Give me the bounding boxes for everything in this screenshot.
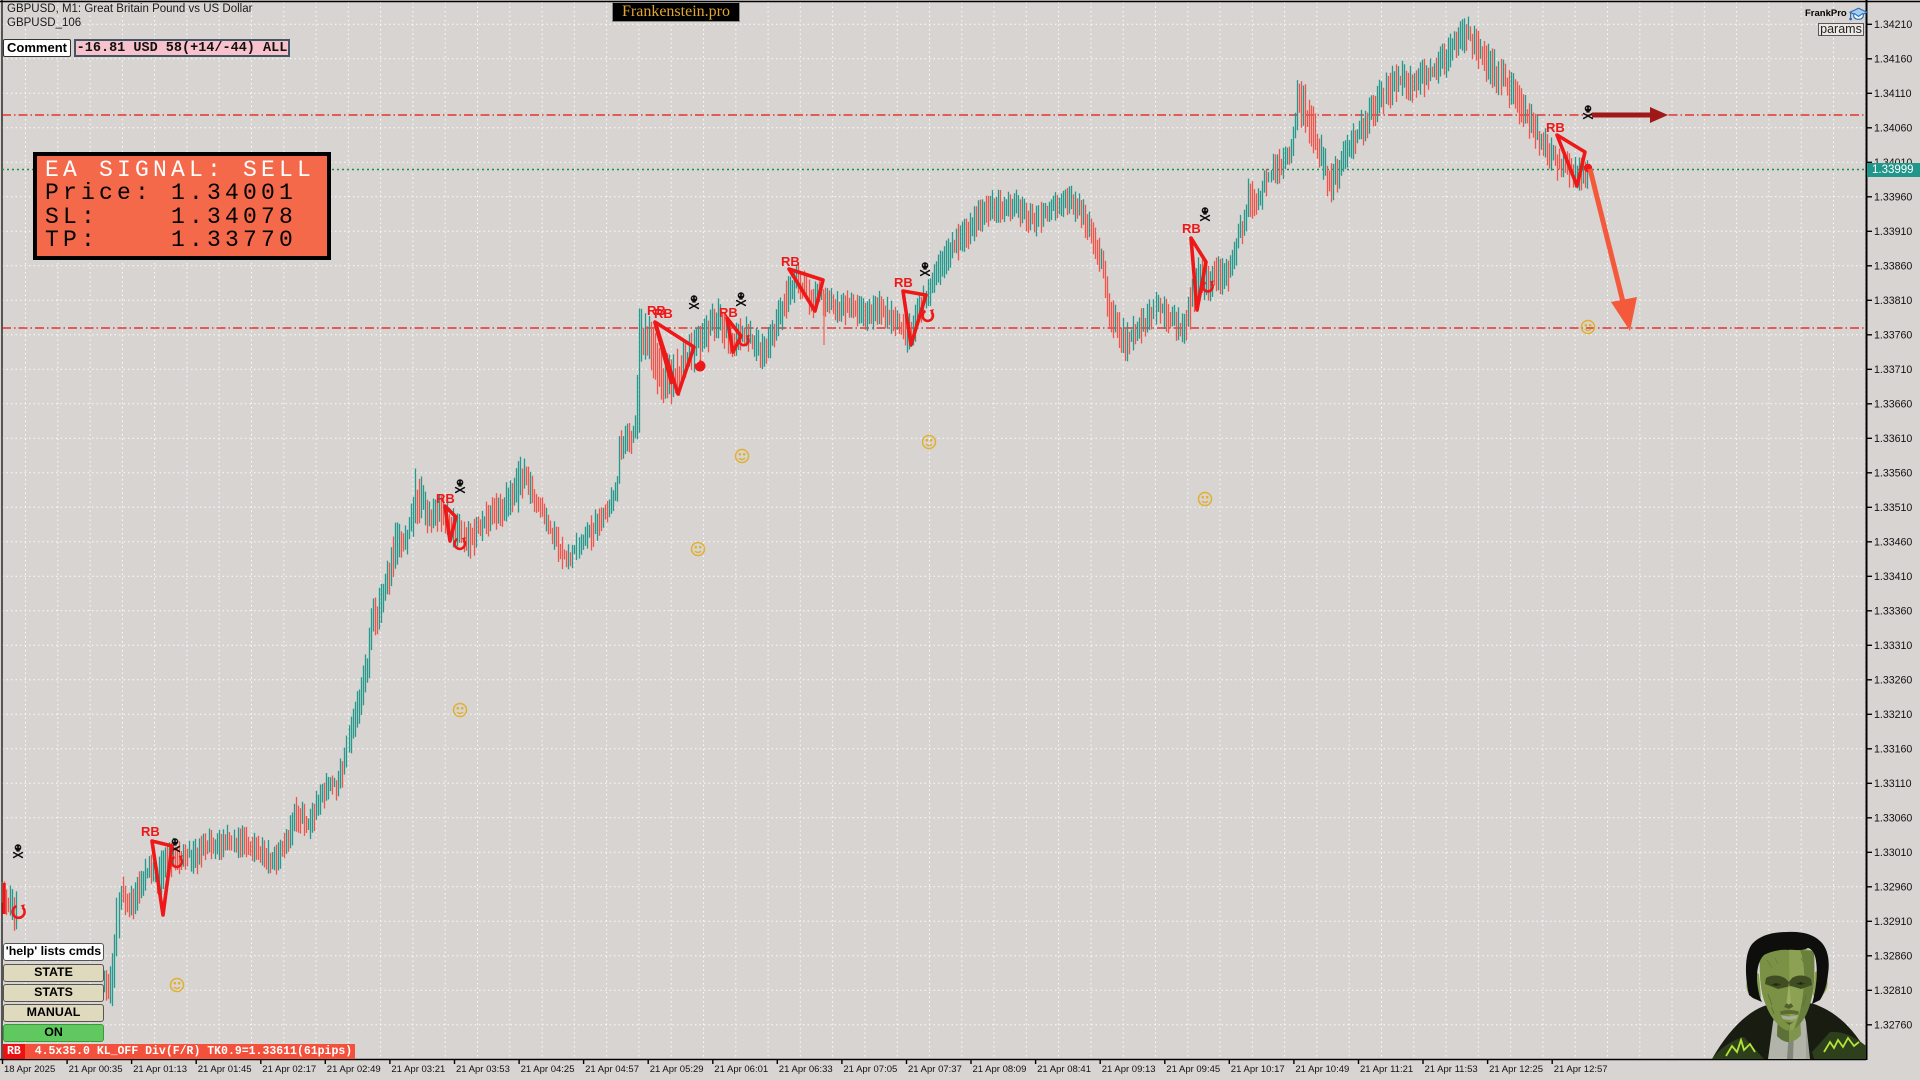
- svg-text:1.33460: 1.33460: [1874, 536, 1912, 548]
- svg-text:21 Apr 07:37: 21 Apr 07:37: [908, 1064, 962, 1075]
- svg-text:21 Apr 08:41: 21 Apr 08:41: [1037, 1064, 1091, 1075]
- svg-text:1.33560: 1.33560: [1874, 467, 1912, 479]
- svg-text:1.33810: 1.33810: [1874, 295, 1912, 307]
- svg-text:RB: RB: [781, 254, 800, 269]
- svg-text:21 Apr 10:49: 21 Apr 10:49: [1295, 1064, 1349, 1075]
- svg-text:21 Apr 07:05: 21 Apr 07:05: [843, 1064, 897, 1075]
- svg-text:RB: RB: [647, 303, 666, 318]
- svg-text:1.32760: 1.32760: [1874, 1019, 1912, 1031]
- svg-text:21 Apr 00:35: 21 Apr 00:35: [69, 1064, 123, 1075]
- svg-text:21 Apr 10:17: 21 Apr 10:17: [1231, 1064, 1285, 1075]
- svg-text:21 Apr 03:21: 21 Apr 03:21: [391, 1064, 445, 1075]
- svg-text:1.34110: 1.34110: [1874, 88, 1912, 100]
- svg-text:1.33960: 1.33960: [1874, 191, 1912, 203]
- svg-text:21 Apr 06:33: 21 Apr 06:33: [779, 1064, 833, 1075]
- svg-text:RB: RB: [436, 491, 455, 506]
- svg-text:21 Apr 05:29: 21 Apr 05:29: [650, 1064, 704, 1075]
- svg-text:21 Apr 04:57: 21 Apr 04:57: [585, 1064, 639, 1075]
- svg-text:21 Apr 11:53: 21 Apr 11:53: [1425, 1064, 1478, 1075]
- svg-text:21 Apr 11:21: 21 Apr 11:21: [1360, 1064, 1413, 1075]
- svg-text:1.33310: 1.33310: [1874, 640, 1912, 652]
- svg-text:21 Apr 12:25: 21 Apr 12:25: [1489, 1064, 1543, 1075]
- svg-text:1.33660: 1.33660: [1874, 398, 1912, 410]
- svg-text:1.33160: 1.33160: [1874, 743, 1912, 755]
- svg-text:1.33060: 1.33060: [1874, 812, 1912, 824]
- svg-text:21 Apr 06:01: 21 Apr 06:01: [714, 1064, 768, 1075]
- svg-text:21 Apr 01:45: 21 Apr 01:45: [198, 1064, 252, 1075]
- svg-text:1.33110: 1.33110: [1874, 778, 1912, 790]
- svg-text:21 Apr 02:49: 21 Apr 02:49: [327, 1064, 381, 1075]
- svg-text:RB: RB: [719, 305, 738, 320]
- svg-text:1.33360: 1.33360: [1874, 605, 1912, 617]
- svg-text:1.33860: 1.33860: [1874, 260, 1912, 272]
- svg-text:1.33260: 1.33260: [1874, 674, 1912, 686]
- svg-text:21 Apr 03:53: 21 Apr 03:53: [456, 1064, 510, 1075]
- svg-text:1.34160: 1.34160: [1874, 53, 1912, 65]
- svg-text:21 Apr 09:13: 21 Apr 09:13: [1102, 1064, 1156, 1075]
- svg-text:21 Apr 12:57: 21 Apr 12:57: [1554, 1064, 1608, 1075]
- svg-text:1.34210: 1.34210: [1874, 19, 1912, 31]
- svg-text:RB: RB: [654, 306, 673, 321]
- svg-text:21 Apr 02:17: 21 Apr 02:17: [262, 1064, 316, 1075]
- svg-text:1.33510: 1.33510: [1874, 502, 1912, 514]
- svg-text:21 Apr 01:13: 21 Apr 01:13: [133, 1064, 187, 1075]
- svg-text:1.33710: 1.33710: [1874, 364, 1912, 376]
- svg-text:RB: RB: [141, 824, 160, 839]
- svg-text:1.33210: 1.33210: [1874, 709, 1912, 721]
- svg-text:RB: RB: [894, 275, 913, 290]
- svg-text:1.33760: 1.33760: [1874, 329, 1912, 341]
- svg-text:1.32910: 1.32910: [1874, 916, 1912, 928]
- svg-text:RB: RB: [1546, 120, 1565, 135]
- svg-text:1.33010: 1.33010: [1874, 847, 1912, 859]
- svg-text:1.32810: 1.32810: [1874, 985, 1912, 997]
- svg-text:1.33910: 1.33910: [1874, 226, 1912, 238]
- svg-text:1.34060: 1.34060: [1874, 122, 1912, 134]
- svg-text:18 Apr 2025: 18 Apr 2025: [4, 1064, 55, 1075]
- svg-text:1.32860: 1.32860: [1874, 950, 1912, 962]
- svg-text:1.33610: 1.33610: [1874, 433, 1912, 445]
- svg-text:21 Apr 08:09: 21 Apr 08:09: [973, 1064, 1027, 1075]
- svg-text:21 Apr 09:45: 21 Apr 09:45: [1166, 1064, 1220, 1075]
- svg-text:21 Apr 04:25: 21 Apr 04:25: [521, 1064, 575, 1075]
- svg-text:1.33410: 1.33410: [1874, 571, 1912, 583]
- svg-text:1.32960: 1.32960: [1874, 881, 1912, 893]
- svg-text:RB: RB: [1182, 221, 1201, 236]
